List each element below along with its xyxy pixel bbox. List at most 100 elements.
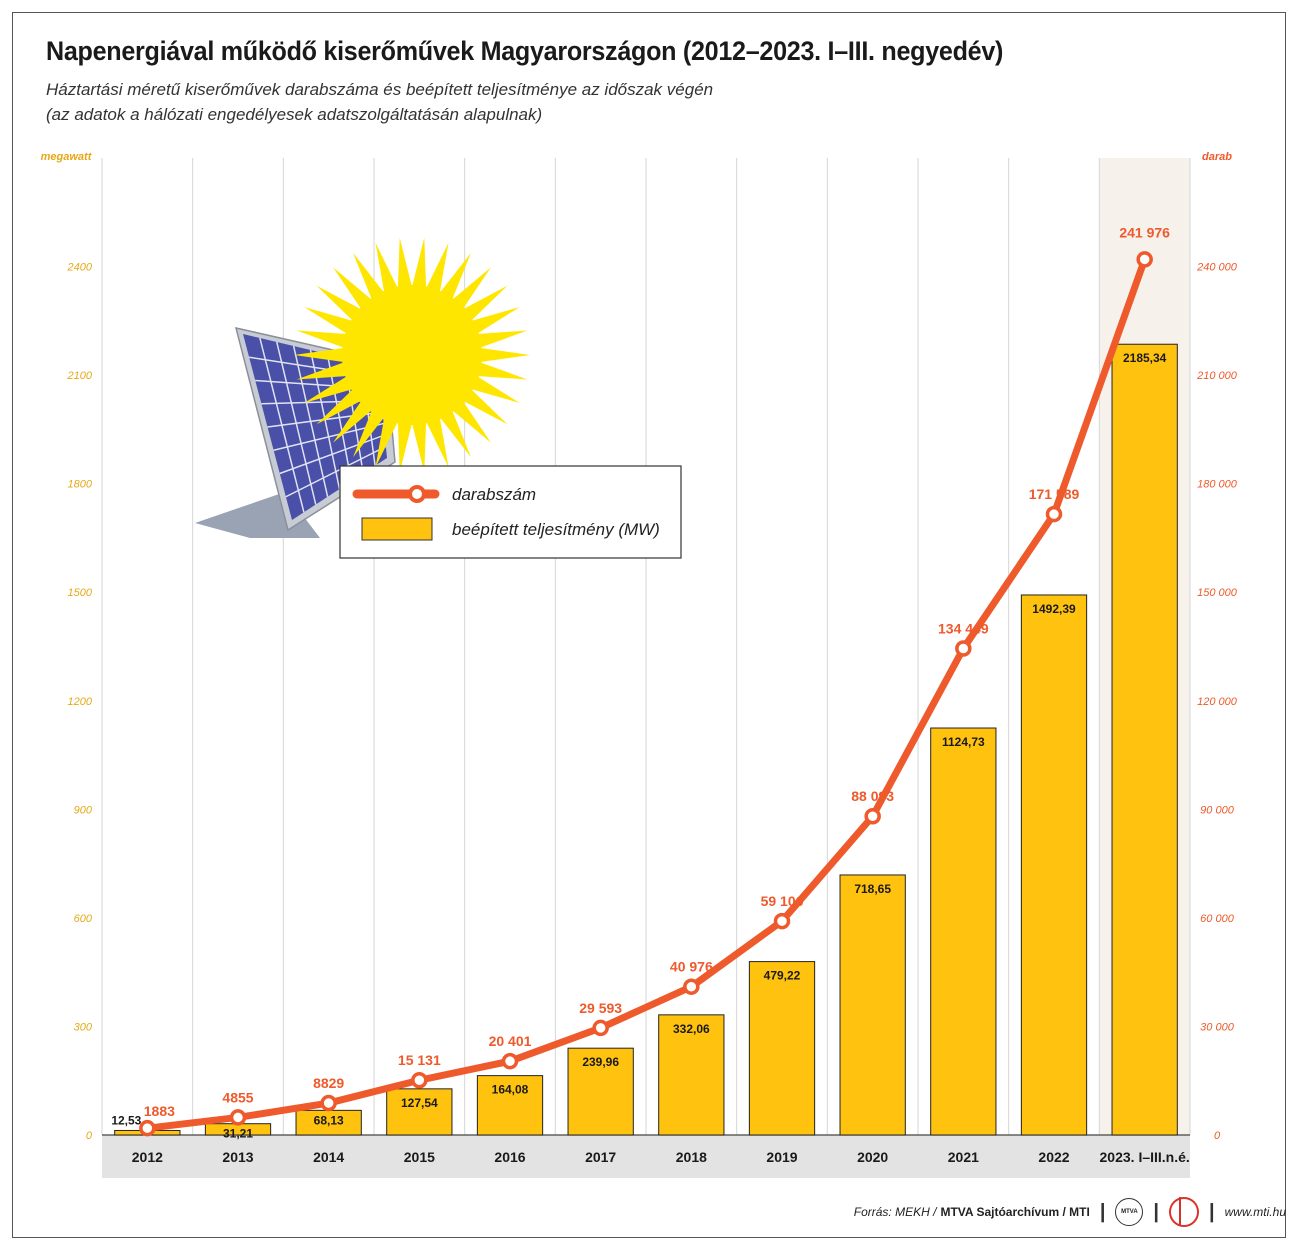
bar (567, 1047, 634, 1136)
bar (476, 1075, 544, 1136)
x-axis-category-label: 2016 (494, 1149, 525, 1165)
right-axis-tick: 150 000 (1197, 587, 1238, 599)
x-axis-category-label: 2012 (132, 1149, 163, 1165)
line-data-label: 59 106 (761, 893, 804, 909)
left-axis-tick: 300 (74, 1021, 93, 1033)
bar (658, 1014, 725, 1136)
right-axis-tick: 90 000 (1200, 804, 1235, 816)
line-data-label: 40 976 (670, 959, 713, 975)
bar-data-label: 718,65 (854, 882, 891, 896)
bar-data-label: 12,53 (111, 1113, 141, 1127)
legend-label-darabszam: darabszám (452, 485, 536, 504)
bar-data-label: 2185,34 (1123, 351, 1167, 365)
left-axis-title: megawatt (41, 151, 93, 163)
line-data-label: 15 131 (398, 1052, 441, 1068)
bar-data-label: 127,54 (401, 1096, 438, 1110)
line-data-label: 20 401 (489, 1033, 532, 1049)
solar-illustration (195, 237, 530, 538)
legend-line-swatch (352, 485, 440, 503)
line-point (501, 1052, 519, 1070)
sun-icon (294, 237, 530, 473)
line-data-label: 8829 (313, 1075, 344, 1091)
left-axis-tick: 0 (86, 1130, 93, 1142)
bar-data-label: 1492,39 (1032, 602, 1076, 616)
right-axis-tick: 180 000 (1197, 479, 1238, 491)
left-axis-tick: 2100 (67, 370, 93, 382)
x-axis-category-label: 2022 (1038, 1149, 1069, 1165)
bar (930, 727, 997, 1136)
legend-label-teljesitmeny: beépített teljesítmény (MW) (452, 520, 660, 539)
x-axis-band (102, 1135, 1190, 1178)
line-point (320, 1094, 337, 1112)
bar (748, 961, 816, 1136)
line-data-label: 29 593 (579, 1000, 622, 1016)
x-axis-category-label: 2015 (404, 1149, 435, 1165)
legend-bar-swatch (361, 517, 433, 541)
chart-subtitle-line1: Háztartási méretű kiserőművek darabszáma… (46, 80, 714, 99)
line-point (864, 807, 881, 825)
line-data-label: 4855 (222, 1089, 253, 1105)
x-axis-category-label: 2017 (585, 1149, 616, 1165)
x-axis-category-label: 2021 (948, 1149, 979, 1165)
bar-data-label: 239,96 (582, 1055, 619, 1069)
bar-series (114, 343, 1178, 1136)
bar-data-label: 332,06 (673, 1022, 710, 1036)
line-data-label: 171 589 (1029, 486, 1080, 502)
footer: Forrás: MEKH / MTVA Sajtóarchívum / MTI … (854, 1192, 1286, 1232)
chart-legend: darabszám beépített teljesítmény (MW) (339, 465, 682, 559)
line-point (411, 1071, 428, 1089)
line-point (683, 978, 700, 995)
line-point (1136, 251, 1153, 268)
right-axis-title: darab (1202, 151, 1232, 163)
left-axis-tick: 1800 (68, 479, 93, 491)
bar (1111, 343, 1178, 1136)
line-data-label: 134 449 (938, 620, 989, 636)
chart-title: Napenergiával működő kiserőművek Magyaro… (46, 36, 1004, 66)
bar-data-label: 479,22 (764, 969, 801, 983)
mtva-logo: MTVA (1115, 1198, 1144, 1226)
footer-source: Forrás: MEKH / (853, 1205, 937, 1219)
right-axis-tick: 0 (1214, 1130, 1221, 1142)
footer-agency: MTVA Sajtóarchívum / MTI (940, 1205, 1090, 1219)
x-axis-category-label: 2020 (857, 1149, 888, 1165)
x-axis-category-label: 2019 (766, 1149, 797, 1165)
x-axis-category-label: 2014 (313, 1149, 344, 1165)
chart-subtitle-line2: (az adatok a hálózati engedélyesek adats… (46, 105, 543, 124)
bar-data-label: 68,13 (314, 1113, 344, 1127)
left-axis-tick: 900 (74, 804, 93, 816)
line-point (229, 1109, 247, 1126)
bar-data-label: 1124,73 (942, 735, 985, 749)
bar-data-label: 164,08 (492, 1083, 529, 1097)
line-point (773, 912, 791, 930)
right-axis-tick: 240 000 (1196, 262, 1238, 274)
bar-data-label: 31,21 (223, 1127, 253, 1141)
line-point (592, 1019, 609, 1037)
x-axis-category-label: 2018 (676, 1149, 707, 1165)
line-point (1045, 505, 1063, 523)
line-point (139, 1119, 156, 1137)
line-data-label: 1883 (144, 1103, 175, 1119)
bar (386, 1088, 453, 1136)
line-series: 1883 4855 8829 15 131 20 401 29 593 40 976 59 1… (139, 224, 1170, 1137)
left-axis-tick: 600 (74, 913, 93, 925)
footer-website[interactable]: www.mti.hu (1224, 1205, 1286, 1219)
bar (1020, 594, 1088, 1136)
x-axis-category-label: 2013 (222, 1149, 253, 1165)
line-data-label: 241 976 (1119, 224, 1170, 240)
infographic-frame (12, 12, 1286, 1238)
series-line (143, 255, 1149, 1132)
right-axis-tick: 30 000 (1200, 1021, 1235, 1033)
mti-logo-icon (1169, 1197, 1200, 1227)
bar (839, 874, 906, 1136)
bar (295, 1109, 362, 1136)
right-axis-tick: 120 000 (1197, 696, 1238, 708)
left-axis-tick: 2400 (67, 262, 93, 274)
line-data-label: 88 093 (851, 788, 894, 804)
x-axis-category-label: 2023. I–III.n.é. (1100, 1149, 1190, 1165)
right-axis-tick: 60 000 (1200, 913, 1235, 925)
line-point (955, 640, 972, 657)
left-axis-tick: 1500 (68, 587, 93, 599)
left-axis-tick: 1200 (68, 696, 93, 708)
right-axis-tick: 210 000 (1196, 370, 1238, 382)
